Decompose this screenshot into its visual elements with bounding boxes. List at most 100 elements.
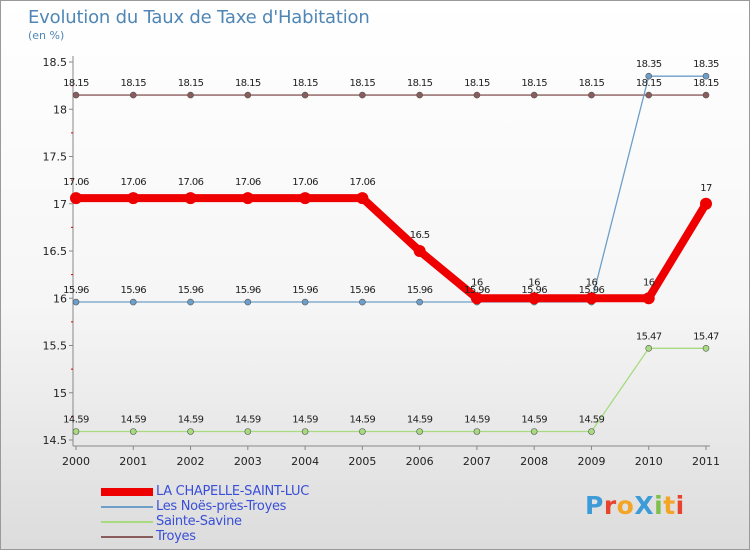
data-point bbox=[299, 192, 312, 205]
data-point bbox=[645, 72, 653, 80]
y-tick-label: 18.5 bbox=[43, 56, 68, 69]
data-label: 15.96 bbox=[120, 285, 146, 296]
data-point bbox=[588, 91, 595, 99]
data-label: 15.96 bbox=[350, 285, 376, 296]
data-label: 18.15 bbox=[579, 78, 605, 89]
y-tick-label: 17 bbox=[53, 198, 67, 211]
chart-title: Evolution du Taux de Taxe d'Habitation bbox=[28, 7, 370, 28]
data-point bbox=[530, 91, 538, 99]
data-point bbox=[470, 292, 483, 305]
data-point bbox=[187, 91, 194, 99]
data-point bbox=[244, 91, 252, 99]
data-label: 18.35 bbox=[636, 59, 662, 70]
data-point bbox=[585, 292, 598, 305]
y-tick-label: 15 bbox=[53, 387, 67, 400]
data-point bbox=[127, 192, 140, 205]
legend-swatch-la-chapelle bbox=[101, 488, 153, 496]
data-label: 16 bbox=[528, 277, 540, 288]
data-label: 14.59 bbox=[63, 414, 89, 425]
data-label: 18.15 bbox=[693, 78, 719, 89]
y-tick-label: 16 bbox=[53, 292, 67, 305]
data-label: 18.15 bbox=[292, 78, 318, 89]
data-label: 18.15 bbox=[407, 78, 433, 89]
data-label: 18.15 bbox=[235, 78, 261, 89]
data-label: 18.15 bbox=[464, 78, 490, 89]
data-point bbox=[301, 298, 309, 306]
x-tick-label: 2011 bbox=[692, 455, 720, 468]
data-point bbox=[702, 91, 710, 99]
series-lines bbox=[70, 72, 712, 435]
data-point bbox=[301, 428, 309, 435]
legend-label-troyes: Troyes bbox=[156, 529, 196, 544]
legend-label-la-chapelle: LA CHAPELLE-SAINT-LUC bbox=[156, 484, 310, 499]
data-point bbox=[129, 428, 137, 435]
data-label: 16 bbox=[471, 277, 483, 288]
data-label: 16.5 bbox=[410, 230, 430, 241]
x-tick-label: 2005 bbox=[348, 455, 376, 468]
data-label: 16 bbox=[586, 277, 598, 288]
data-label: 16 bbox=[643, 277, 655, 288]
data-label: 14.59 bbox=[579, 414, 605, 425]
data-label: 14.59 bbox=[178, 414, 204, 425]
data-label: 15.96 bbox=[521, 285, 547, 296]
x-tick-label: 2008 bbox=[520, 455, 548, 468]
data-label: 14.59 bbox=[464, 414, 490, 425]
logo-letter: P bbox=[585, 491, 604, 520]
legend-swatch-les-noes bbox=[101, 506, 153, 508]
data-point bbox=[72, 428, 80, 435]
data-point bbox=[642, 292, 655, 305]
data-label: 15.96 bbox=[292, 285, 318, 296]
y-tick-label: 17.5 bbox=[43, 151, 68, 164]
data-label: 17 bbox=[700, 183, 712, 194]
proxiti-logo: ProXiti bbox=[585, 491, 685, 520]
legend-label-sainte-savine: Sainte-Savine bbox=[156, 514, 242, 529]
data-point bbox=[645, 91, 653, 99]
data-point bbox=[359, 428, 366, 435]
data-label: 17.06 bbox=[178, 177, 204, 188]
data-label: 15.96 bbox=[464, 285, 490, 296]
data-point bbox=[70, 192, 82, 205]
data-point bbox=[416, 298, 423, 306]
x-tick-label: 2003 bbox=[234, 455, 262, 468]
data-point bbox=[413, 245, 426, 257]
data-label: 18.15 bbox=[178, 78, 204, 89]
series-line-1 bbox=[75, 75, 707, 303]
axes: 14.5 15 15.5 16 16.5 17 17.5 18 18.5 2000 2001 2002… bbox=[43, 56, 720, 468]
data-label: 15.96 bbox=[579, 285, 605, 296]
data-point bbox=[645, 345, 653, 352]
data-labels: 18.15 18.15 18.15 18.15 18.15 18.15 18.15 18.15… bbox=[63, 59, 719, 425]
data-label: 14.59 bbox=[350, 414, 376, 425]
logo-letter: i bbox=[654, 491, 664, 520]
data-point bbox=[187, 298, 194, 306]
data-label: 18.15 bbox=[120, 78, 146, 89]
chart-subtitle: (en %) bbox=[28, 29, 65, 42]
data-point bbox=[702, 345, 710, 352]
data-point bbox=[473, 428, 481, 435]
data-point bbox=[129, 298, 137, 306]
data-point bbox=[72, 91, 80, 99]
y-tick-label: 16.5 bbox=[43, 245, 68, 258]
data-label: 15.96 bbox=[235, 285, 261, 296]
legend-swatch-troyes bbox=[101, 536, 153, 538]
data-label: 15.96 bbox=[407, 285, 433, 296]
x-tick-label: 2002 bbox=[177, 455, 205, 468]
y-tick-label: 15.5 bbox=[43, 340, 68, 353]
series-line-2 bbox=[75, 347, 707, 433]
data-label: 14.59 bbox=[521, 414, 547, 425]
y-tick-label: 14.5 bbox=[43, 434, 68, 447]
data-point bbox=[702, 72, 710, 80]
x-tick-label: 2007 bbox=[463, 455, 491, 468]
x-tick-label: 2000 bbox=[62, 455, 90, 468]
x-tick-label: 2010 bbox=[635, 455, 663, 468]
data-point bbox=[359, 298, 366, 306]
x-tick-label: 2006 bbox=[406, 455, 434, 468]
data-point bbox=[244, 298, 252, 306]
legend-label-les-noes: Les Noës-près-Troyes bbox=[156, 499, 287, 514]
x-tick-label: 2004 bbox=[291, 455, 319, 468]
data-point bbox=[473, 91, 481, 99]
data-point bbox=[187, 428, 194, 435]
data-point bbox=[530, 428, 538, 435]
data-label: 15.47 bbox=[636, 331, 662, 342]
data-point bbox=[416, 428, 423, 435]
